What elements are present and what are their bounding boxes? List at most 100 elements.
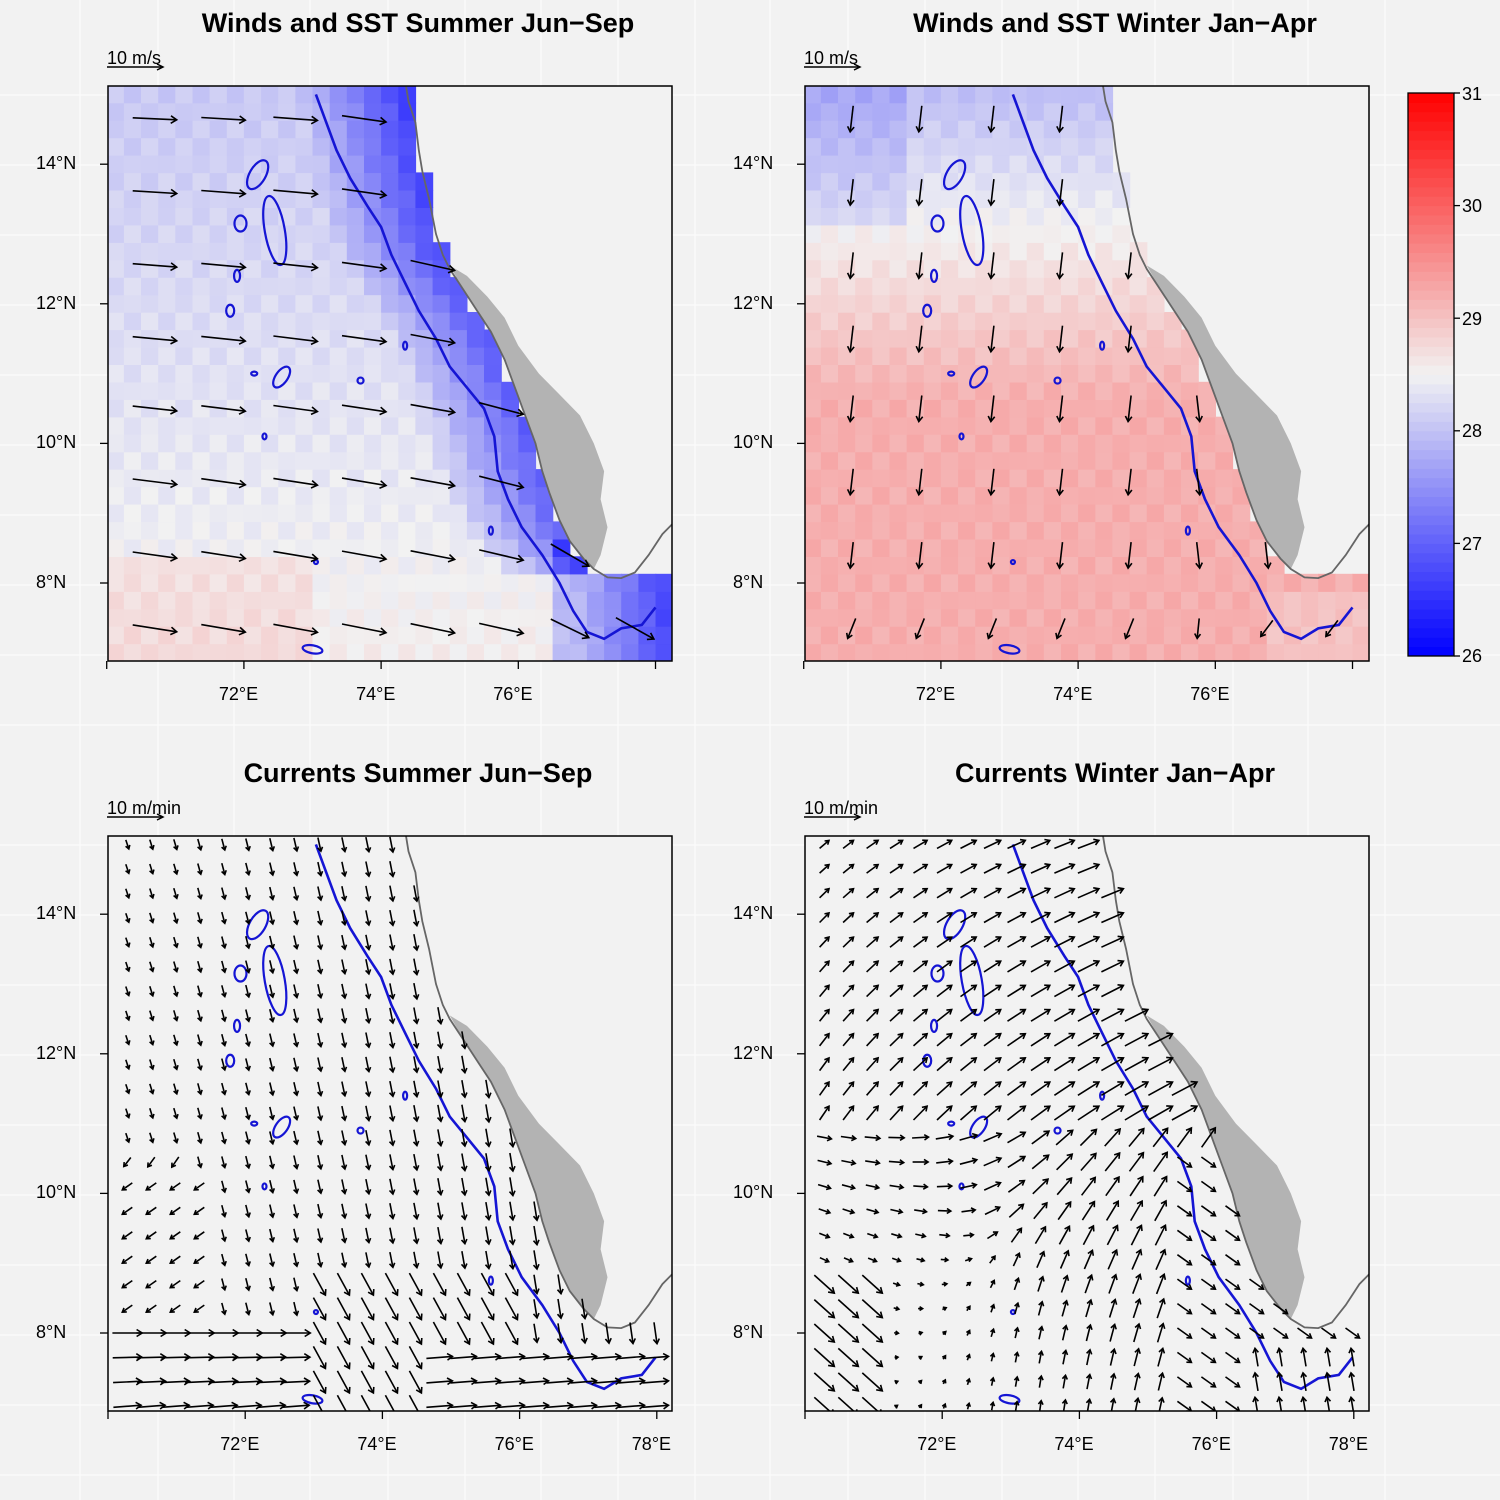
sst-cell: [975, 120, 993, 139]
sst-cell: [805, 312, 822, 331]
current-vector: [1225, 1278, 1240, 1290]
current-vector-head: [121, 1185, 127, 1191]
sst-cell: [1301, 643, 1319, 661]
current-vector-head: [1086, 1348, 1093, 1355]
wind-vector: [849, 468, 854, 495]
sst-cell: [278, 504, 296, 523]
current-vector-head: [245, 870, 251, 877]
sst-cell: [975, 556, 993, 575]
sst-cell: [992, 346, 1011, 365]
sst-cell: [924, 68, 942, 86]
current-vector-head: [827, 1335, 836, 1343]
sst-cell: [820, 486, 839, 505]
sst-cell: [805, 591, 822, 610]
sst-cell: [329, 573, 348, 592]
sst-cell: [1043, 346, 1062, 365]
sst-cell: [312, 207, 331, 226]
sst-cell: [889, 626, 908, 645]
sst-cell: [940, 591, 959, 610]
current-vector: [1036, 1251, 1045, 1269]
sst-cell: [466, 504, 485, 523]
current-vector-head: [221, 967, 227, 974]
current-vector: [341, 861, 346, 877]
current-vector: [413, 958, 418, 975]
sst-cell: [975, 416, 993, 435]
sst-cell: [1129, 643, 1148, 661]
current-vector-head: [922, 863, 929, 870]
current-vector: [1132, 1274, 1141, 1294]
wind-vector: [201, 116, 246, 121]
current-vector-head: [1044, 935, 1052, 943]
sst-cell: [1198, 521, 1216, 540]
current-vector: [960, 863, 977, 874]
current-vector: [1225, 1229, 1240, 1241]
current-vector-head: [1186, 1162, 1193, 1168]
current-vector-head: [293, 919, 300, 926]
sst-cell: [261, 434, 279, 453]
sst-cell: [906, 486, 925, 505]
current-vector-head: [874, 1159, 881, 1166]
current-vector: [461, 1104, 466, 1122]
current-vector-head: [388, 969, 396, 976]
current-vector: [1013, 1278, 1020, 1291]
current-vector-head: [1086, 1298, 1094, 1306]
sst-cell: [346, 155, 365, 174]
current-vector: [341, 1057, 346, 1072]
sst-cell: [364, 259, 382, 278]
current-vector-head: [1044, 1057, 1052, 1064]
colorbar-swatch: [1408, 487, 1454, 497]
current-vector-head: [293, 870, 300, 877]
sst-cell: [466, 329, 485, 348]
sst-cell: [1043, 312, 1062, 331]
current-vector: [1058, 1225, 1071, 1245]
sst-cell: [1061, 486, 1079, 505]
sst-cell: [1026, 521, 1045, 540]
sst-cell: [432, 504, 451, 523]
current-vector: [1030, 839, 1051, 850]
current-vector-head: [317, 895, 324, 902]
sst-cell: [1009, 381, 1028, 400]
island-contour: [301, 1393, 324, 1405]
sst-cell: [123, 172, 142, 191]
sst-cell: [346, 364, 365, 383]
current-vector: [1132, 1299, 1141, 1319]
current-vector: [819, 1256, 830, 1263]
sst-cell: [123, 608, 142, 627]
current-vector-head: [946, 1081, 953, 1088]
sst-cell: [805, 608, 822, 627]
current-vector: [1302, 1372, 1307, 1392]
current-vector-head: [1258, 1284, 1265, 1290]
current-vector: [145, 1231, 157, 1240]
current-vector: [1077, 1008, 1100, 1022]
sst-cell: [872, 538, 891, 557]
current-vector-head: [876, 1360, 884, 1368]
sst-cell: [175, 329, 194, 348]
sst-cell: [992, 312, 1011, 331]
current-vector: [341, 1154, 346, 1170]
current-vector: [269, 935, 274, 949]
current-vector: [193, 1255, 205, 1264]
island-contour: [947, 1120, 956, 1127]
sst-cell: [243, 381, 262, 400]
wind-vector: [1195, 542, 1201, 569]
sst-cell: [192, 312, 211, 331]
sst-cell: [820, 346, 839, 365]
sst-cell: [1095, 591, 1114, 610]
current-vector: [269, 1180, 274, 1193]
wind-vector: [849, 179, 854, 206]
current-vector-head: [1186, 1186, 1193, 1193]
current-vector-head: [990, 1303, 996, 1309]
current-vector: [389, 1203, 394, 1219]
current-vector-head: [388, 1213, 396, 1220]
current-vector-head: [1019, 1057, 1027, 1064]
sst-cell: [1215, 469, 1234, 488]
current-vector: [1273, 1302, 1288, 1315]
sst-cell: [141, 294, 159, 313]
current-vector-head: [197, 1040, 203, 1047]
sst-cell: [1301, 591, 1319, 610]
sst-cell: [415, 242, 434, 261]
sst-cell: [1009, 172, 1028, 191]
current-vector: [437, 1226, 442, 1244]
wind-vector: [479, 475, 524, 489]
current-vector-head: [319, 1337, 327, 1346]
